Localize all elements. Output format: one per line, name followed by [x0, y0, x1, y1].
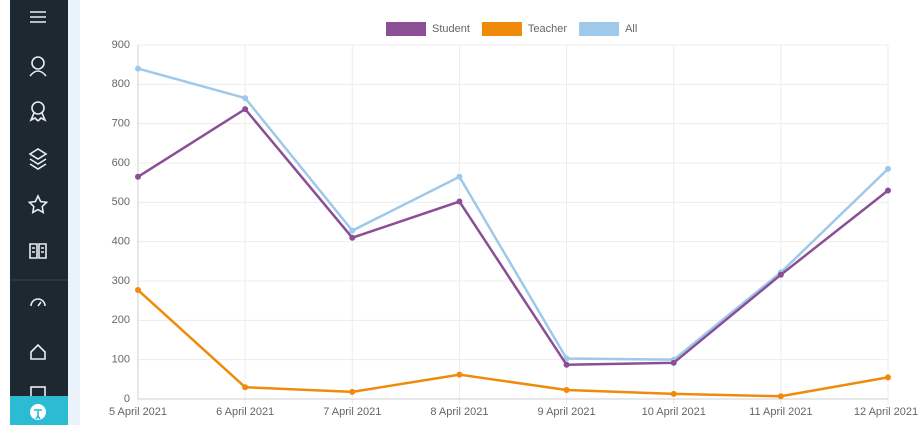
data-point: [670, 390, 677, 397]
accessibility-figure: [34, 409, 42, 420]
y-tick-label: 700: [112, 118, 130, 130]
legend-swatch: [386, 22, 426, 36]
legend-swatch: [481, 22, 522, 36]
data-point: [349, 234, 356, 241]
x-tick-label: 11 April 2021: [749, 406, 812, 418]
y-tick-label: 200: [112, 314, 130, 326]
data-point: [885, 187, 891, 194]
series-line: [137, 67, 889, 361]
y-tick-label: 300: [112, 275, 130, 287]
data-point: [135, 65, 141, 72]
data-point: [885, 374, 891, 381]
user-icon-body: [29, 70, 47, 77]
data-point: [135, 287, 141, 294]
x-tick-label: 12 April 2021: [854, 406, 918, 418]
series-line: [137, 289, 889, 398]
data-point: [670, 359, 677, 366]
legend-swatch: [579, 22, 620, 36]
data-point: [349, 227, 356, 234]
x-tick-label: 6 April 2021: [216, 406, 274, 418]
sidebar-edge: [68, 0, 80, 425]
sidebar: [10, 0, 68, 425]
y-tick-label: 800: [112, 78, 130, 90]
legend-label: Student: [432, 23, 470, 35]
y-tick-label: 900: [112, 39, 130, 51]
legend-label: Teacher: [528, 23, 567, 35]
data-point: [242, 384, 249, 391]
x-tick-label: 7 April 2021: [323, 406, 381, 418]
star-icon[interactable]: [27, 194, 49, 215]
x-tick-label: 9 April 2021: [538, 406, 596, 418]
data-point: [456, 173, 463, 180]
data-point: [242, 95, 249, 102]
data-point: [456, 371, 463, 378]
menu-icon[interactable]: [30, 11, 46, 23]
x-tick-label: 8 April 2021: [430, 406, 488, 418]
home-icon[interactable]: [30, 343, 46, 360]
book-icon[interactable]: [29, 243, 47, 259]
legend-label: All: [625, 23, 637, 35]
y-tick-label: 100: [112, 354, 130, 366]
award-icon[interactable]: [31, 101, 45, 115]
x-tick-label: 10 April 2021: [642, 406, 706, 418]
gauge-icon[interactable]: [30, 298, 46, 307]
data-point: [777, 393, 784, 400]
data-point: [563, 386, 570, 393]
data-point: [242, 106, 249, 113]
y-tick-label: 400: [112, 236, 130, 248]
data-point: [563, 361, 570, 368]
data-point: [349, 388, 356, 395]
award-icon-ribbon: [29, 112, 47, 122]
user-icon[interactable]: [31, 56, 45, 70]
y-tick-label: 0: [124, 393, 130, 405]
y-tick-label: 600: [112, 157, 130, 169]
layers-icon[interactable]: [28, 148, 48, 170]
data-point: [885, 165, 891, 172]
data-point: [563, 355, 570, 362]
x-tick-label: 5 April 2021: [109, 406, 167, 418]
series-line: [137, 107, 889, 367]
data-point: [135, 173, 141, 180]
data-point: [777, 271, 784, 278]
data-point: [456, 198, 463, 205]
sidebar-icons[interactable]: [10, 11, 68, 425]
y-tick-label: 500: [112, 196, 130, 208]
